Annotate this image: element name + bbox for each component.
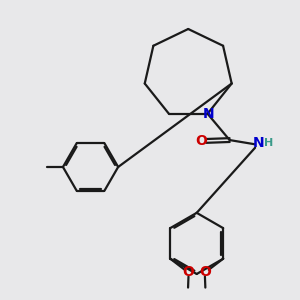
Text: O: O [199,265,211,279]
Text: O: O [183,265,194,279]
Text: H: H [264,138,273,148]
Text: O: O [195,134,207,148]
Text: N: N [202,107,214,121]
Text: N: N [253,136,264,150]
